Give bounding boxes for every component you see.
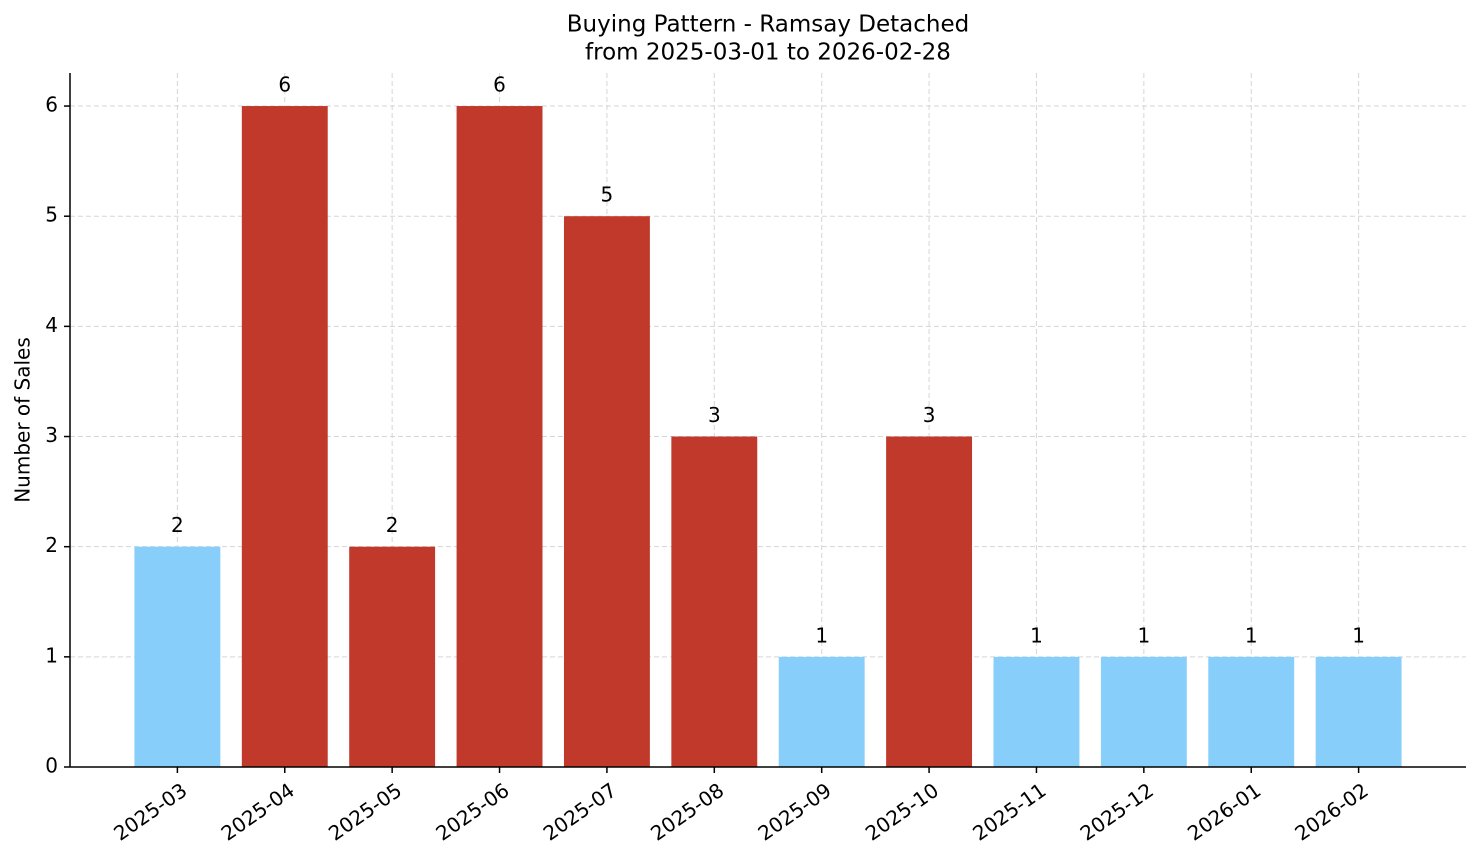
- bar: [1208, 656, 1295, 767]
- bar: [886, 436, 973, 767]
- value-label: 1: [1245, 623, 1258, 647]
- y-tick-label: 3: [45, 423, 58, 447]
- value-label: 6: [278, 73, 291, 97]
- value-label: 2: [386, 513, 399, 537]
- y-tick-label: 4: [45, 313, 58, 337]
- value-label: 5: [601, 183, 614, 207]
- value-label: 3: [708, 403, 721, 427]
- y-tick-label: 2: [45, 533, 58, 557]
- bar: [241, 106, 328, 768]
- x-tick-label: 2025-03: [109, 778, 191, 846]
- x-tick-label: 2025-11: [968, 778, 1050, 846]
- value-label: 1: [815, 623, 828, 647]
- y-tick-label: 6: [45, 93, 58, 117]
- bar: [349, 546, 436, 767]
- value-label: 1: [1352, 623, 1365, 647]
- value-label: 3: [923, 403, 936, 427]
- bar: [1315, 656, 1402, 767]
- x-tick-label: 2025-05: [324, 778, 406, 846]
- bar: [563, 216, 650, 767]
- value-label: 1: [1030, 623, 1043, 647]
- x-tick-label: 2025-04: [217, 778, 299, 846]
- x-tick-label: 2026-01: [1183, 778, 1265, 846]
- x-tick-label: 2025-09: [753, 778, 835, 846]
- value-label: 6: [493, 73, 506, 97]
- chart-title: Buying Pattern - Ramsay Detached: [567, 12, 969, 38]
- x-tick-label: 2026-02: [1290, 778, 1372, 846]
- value-label: 1: [1137, 623, 1150, 647]
- y-tick-label: 1: [45, 643, 58, 667]
- bar: [456, 106, 543, 768]
- x-tick-label: 2025-08: [646, 778, 728, 846]
- y-tick-label: 5: [45, 203, 58, 227]
- chart-subtitle: from 2025-03-01 to 2026-02-28: [585, 40, 951, 66]
- bar: [1100, 656, 1187, 767]
- x-tick-label: 2025-12: [1076, 778, 1158, 846]
- bar: [671, 436, 758, 767]
- y-axis-label: Number of Sales: [11, 337, 35, 503]
- bar: [993, 656, 1080, 767]
- bar: [778, 656, 865, 767]
- x-tick-label: 2025-10: [861, 778, 943, 846]
- bar: [134, 546, 221, 767]
- value-label: 2: [171, 513, 184, 537]
- x-tick-label: 2025-07: [539, 778, 621, 846]
- y-tick-label: 0: [45, 754, 58, 778]
- x-tick-label: 2025-06: [431, 778, 513, 846]
